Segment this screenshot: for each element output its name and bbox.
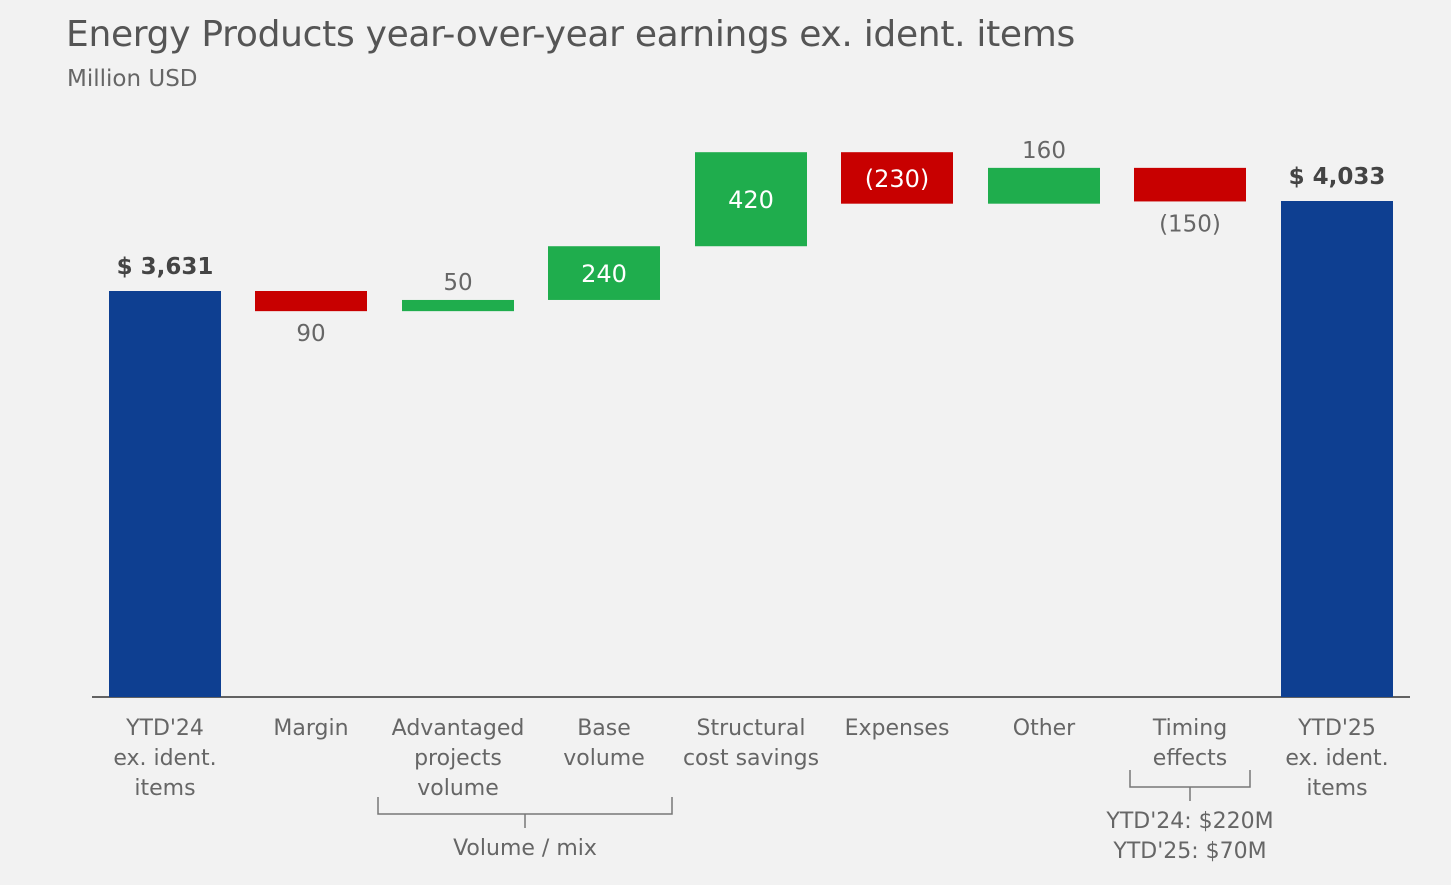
bar-1: [255, 291, 367, 312]
category-label: YTD'24 ex. ident. items: [113, 716, 217, 801]
bar-7: [1134, 167, 1246, 202]
bar-3: [548, 246, 660, 300]
category-label: Advantaged projects volume: [391, 716, 525, 801]
category-label: Expenses: [844, 716, 950, 741]
category-label: YTD'25 ex. ident. items: [1285, 716, 1389, 801]
category-label: Timing effects: [1152, 716, 1228, 771]
bar-value-label: 50: [443, 270, 472, 296]
group-label: YTD'24: $220M YTD'25: $70M: [1106, 809, 1274, 864]
bar-2: [402, 299, 514, 312]
bar-value-label: $ 3,631: [117, 254, 214, 280]
bar-value-label: $ 4,033: [1289, 164, 1386, 190]
category-label: Other: [1012, 716, 1076, 741]
bar-5: [841, 152, 953, 204]
bar-8: [1281, 201, 1393, 697]
bar-4: [695, 152, 807, 247]
group-label: Volume / mix: [453, 836, 597, 861]
chart-title: Energy Products year-over-year earnings …: [66, 14, 1076, 55]
bar-value-label: (230): [865, 165, 930, 193]
category-label: Margin: [273, 716, 349, 741]
category-label: Base volume: [563, 716, 645, 771]
bar-value-label: 90: [296, 321, 325, 347]
bar-6: [988, 167, 1100, 204]
category-label: Structural cost savings: [682, 716, 820, 771]
group-brace: [1129, 770, 1251, 801]
bar-value-label: (150): [1159, 211, 1221, 237]
chart-subtitle: Million USD: [67, 66, 198, 92]
bar-value-label: 160: [1022, 138, 1066, 164]
bar-0: [109, 291, 221, 697]
bar-value-label: 240: [581, 260, 627, 288]
bar-value-label: 420: [728, 186, 774, 214]
group-brace: [377, 797, 673, 828]
